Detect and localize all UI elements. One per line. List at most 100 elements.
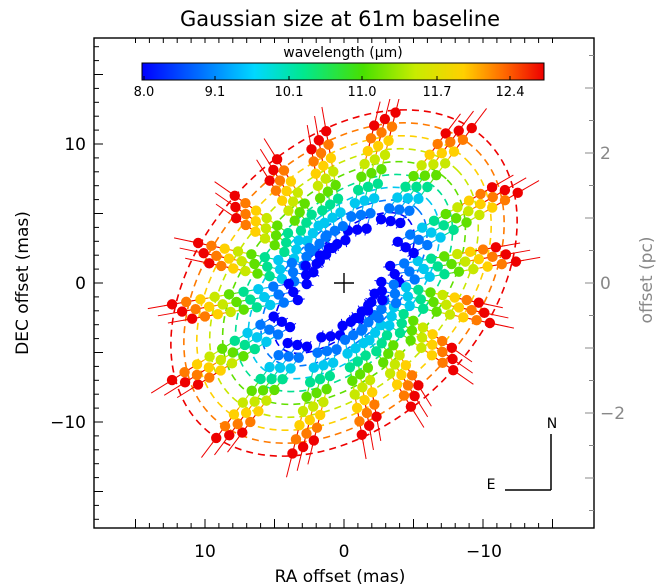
data-point (450, 213, 462, 224)
data-point (232, 246, 244, 257)
data-point (238, 304, 249, 315)
data-point (487, 202, 498, 213)
data-point (297, 441, 309, 453)
data-point (386, 121, 398, 132)
data-point (372, 140, 384, 152)
data-point (314, 238, 325, 250)
data-point (368, 193, 380, 204)
data-point (304, 242, 315, 254)
data-point (337, 320, 348, 331)
data-point (249, 343, 261, 355)
data-point (240, 198, 251, 209)
wavelength-ellipse (221, 160, 467, 406)
data-point (390, 297, 402, 309)
data-point (446, 342, 458, 353)
data-point (448, 146, 460, 157)
data-point (413, 380, 424, 391)
data-point (366, 296, 377, 308)
data-point (292, 339, 303, 351)
data-point (404, 205, 415, 217)
data-point (461, 294, 472, 306)
data-point (264, 361, 275, 373)
data-point (294, 420, 305, 431)
data-point (496, 258, 507, 270)
data-point (440, 208, 451, 220)
data-point (404, 229, 416, 240)
data-point (402, 380, 414, 391)
data-point (266, 373, 277, 385)
data-point (166, 299, 178, 310)
data-point (320, 173, 331, 184)
data-point (225, 306, 236, 318)
wavelength-ellipse (234, 173, 454, 393)
data-point (446, 258, 457, 270)
data-point (277, 374, 288, 385)
data-point (332, 193, 344, 204)
data-point (311, 387, 322, 399)
data-point (416, 222, 428, 233)
colorbar: wavelength (μm) 8.0 9.1 10.1 11.0 11.7 1… (130, 43, 555, 100)
data-point (441, 299, 452, 310)
data-point (477, 244, 489, 255)
data-point (307, 401, 319, 412)
data-point (340, 235, 351, 246)
data-point (474, 209, 485, 221)
data-point (413, 193, 424, 205)
data-point (300, 269, 312, 281)
data-point (499, 184, 511, 196)
data-point (445, 136, 456, 148)
data-point (372, 178, 384, 189)
data-point (216, 343, 228, 354)
data-point (463, 205, 474, 217)
data-point (313, 135, 325, 146)
data-point (376, 127, 387, 138)
data-point (264, 175, 275, 186)
wavelength-ellipse (260, 199, 428, 367)
data-point (331, 344, 342, 355)
data-point (320, 126, 332, 137)
data-point (204, 372, 215, 383)
data-point (230, 213, 242, 224)
data-point (310, 168, 321, 179)
data-point (438, 220, 450, 231)
data-point (468, 263, 479, 275)
data-point (384, 320, 395, 331)
data-point (219, 420, 231, 432)
data-point (237, 397, 249, 408)
data-point (268, 164, 279, 176)
data-point (394, 204, 405, 215)
data-point (412, 255, 423, 267)
data-point (449, 292, 460, 303)
data-point (362, 181, 374, 192)
data-point (500, 249, 512, 260)
data-point (437, 357, 448, 368)
data-point (349, 389, 360, 400)
data-point (424, 149, 435, 160)
data-point (191, 359, 203, 370)
data-point (378, 357, 389, 368)
data-point (347, 375, 358, 387)
data-point (252, 268, 263, 279)
compass-east-label: E (487, 477, 496, 493)
compass: N E (487, 416, 558, 493)
data-point (226, 358, 238, 369)
data-point (320, 231, 331, 243)
data-point (224, 430, 235, 441)
data-point (369, 327, 381, 338)
data-point (359, 195, 370, 206)
data-point (291, 244, 302, 255)
data-point (216, 260, 227, 272)
data-point (466, 122, 477, 134)
data-point (209, 291, 220, 303)
data-point (404, 300, 415, 312)
data-point (475, 188, 486, 200)
data-point (354, 369, 366, 380)
data-point (293, 235, 304, 246)
data-point (232, 418, 243, 430)
data-point (354, 416, 365, 427)
data-point (376, 304, 387, 315)
y-axis-label: DEC offset (mas) (13, 211, 33, 355)
data-point (473, 254, 485, 265)
data-point (436, 147, 448, 159)
